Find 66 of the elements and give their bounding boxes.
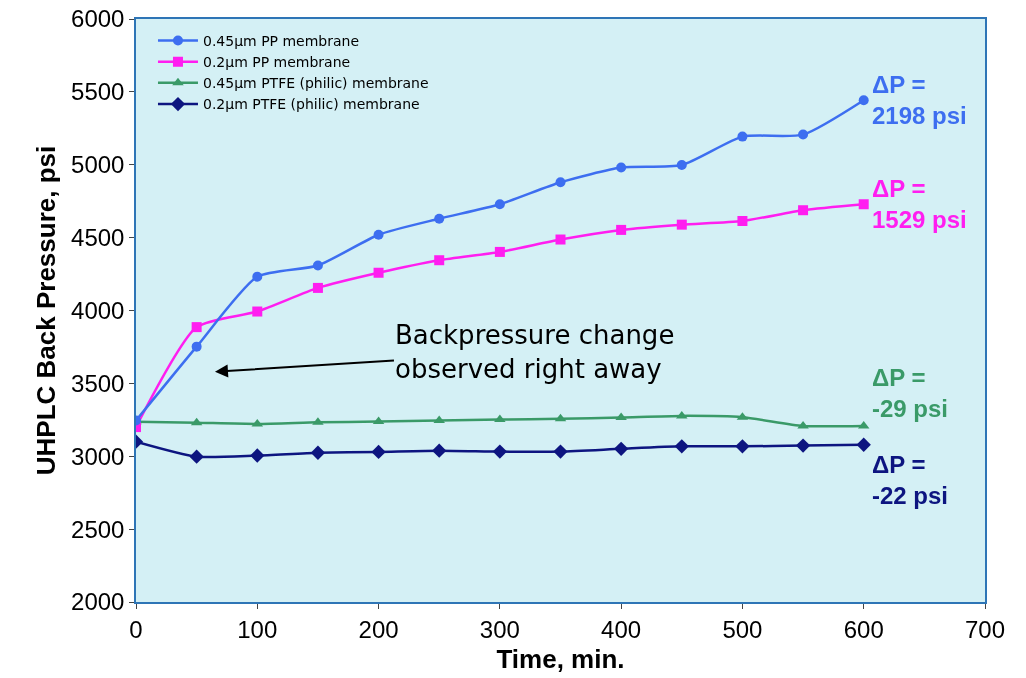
point xyxy=(191,341,202,352)
point xyxy=(191,322,202,333)
point xyxy=(858,95,869,106)
point xyxy=(613,441,629,456)
point xyxy=(373,267,384,278)
point xyxy=(492,444,508,459)
point xyxy=(737,216,748,227)
x-tick-label: 500 xyxy=(722,615,763,643)
point xyxy=(250,448,265,463)
x-tick-label: 200 xyxy=(358,615,399,643)
annotation: ΔP = -22 psi xyxy=(872,451,949,510)
point xyxy=(795,438,811,453)
legend-label: 0.2µm PTFE (philic) membrane xyxy=(202,96,420,113)
point xyxy=(616,224,627,235)
annotation: ΔP = 1529 psi xyxy=(872,175,967,234)
point xyxy=(494,246,505,257)
point xyxy=(434,255,445,266)
annotation: Backpressure change observed right away xyxy=(395,320,675,384)
y-tick-label: 4500 xyxy=(71,224,125,252)
point xyxy=(252,306,263,317)
x-tick-label: 400 xyxy=(601,615,642,643)
point xyxy=(434,213,445,224)
point xyxy=(616,162,627,173)
point xyxy=(676,219,687,230)
y-tick-label: 3500 xyxy=(71,369,125,397)
y-tick-label: 2000 xyxy=(71,588,125,616)
y-tick-label: 6000 xyxy=(71,5,125,33)
point xyxy=(735,439,750,454)
point xyxy=(676,160,687,171)
point xyxy=(674,439,689,454)
point xyxy=(371,444,386,460)
point xyxy=(858,199,869,210)
point xyxy=(737,131,748,142)
point xyxy=(312,260,323,271)
point xyxy=(555,234,566,245)
annotation: ΔP = -29 psi xyxy=(872,364,949,423)
point xyxy=(555,177,566,188)
point xyxy=(310,445,326,460)
y-tick-label: 2500 xyxy=(71,515,125,543)
point xyxy=(798,205,809,216)
y-axis-title: UHPLC Back Pressure, psi xyxy=(30,145,61,476)
point xyxy=(676,410,688,419)
point xyxy=(798,129,809,140)
y-tick-label: 3000 xyxy=(71,442,125,470)
point xyxy=(373,229,384,240)
x-tick-label: 0 xyxy=(129,615,143,643)
point xyxy=(856,437,871,452)
point xyxy=(252,271,263,282)
point xyxy=(553,444,568,459)
y-tick-label: 4000 xyxy=(71,296,125,324)
x-axis-title: Time, min. xyxy=(496,643,625,674)
point xyxy=(494,199,505,210)
legend-label: 0.45µm PTFE (philic) membrane xyxy=(202,75,429,92)
y-tick-label: 5000 xyxy=(71,151,125,179)
y-tick-label: 5500 xyxy=(71,78,125,106)
point xyxy=(432,443,447,458)
point xyxy=(312,282,323,293)
point xyxy=(189,449,204,464)
annotation: ΔP = 2198 psi xyxy=(872,71,967,130)
x-tick-label: 600 xyxy=(843,615,884,643)
x-tick-label: 300 xyxy=(479,615,520,643)
legend-label: 0.2µm PP membrane xyxy=(202,54,351,71)
point xyxy=(494,414,506,423)
x-tick-label: 100 xyxy=(237,615,278,643)
legend-label: 0.45µm PP membrane xyxy=(202,32,360,49)
x-tick-label: 700 xyxy=(964,615,1006,643)
